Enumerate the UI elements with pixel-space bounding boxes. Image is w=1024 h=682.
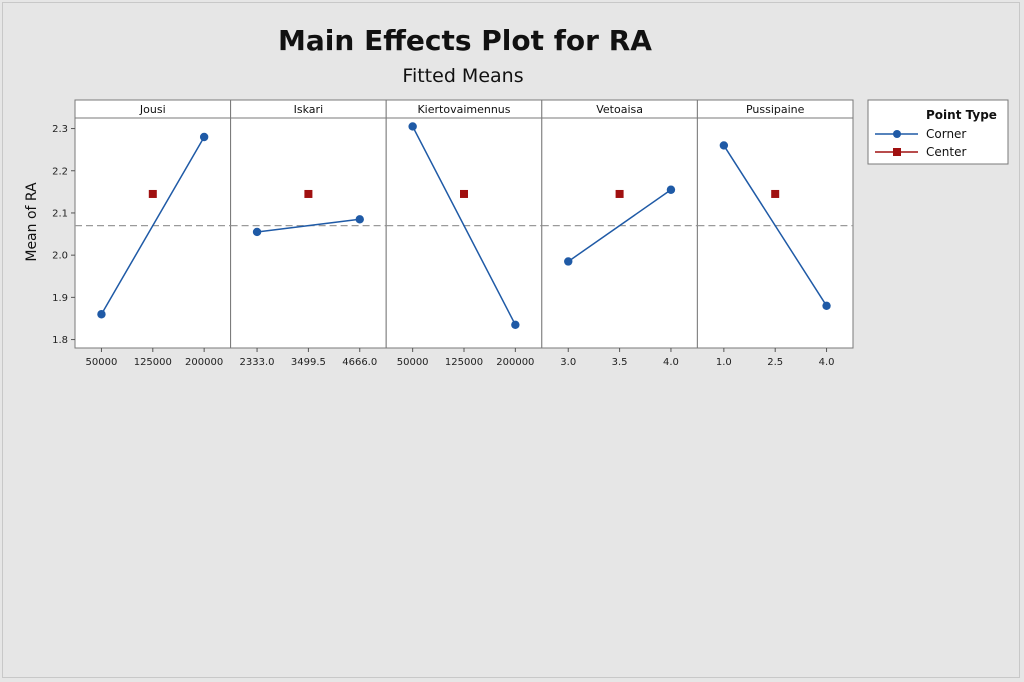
center-point	[615, 189, 624, 198]
y-tick-label: 1.8	[52, 335, 68, 346]
corner-point	[199, 132, 209, 142]
corner-point	[564, 257, 573, 266]
panel-strip-label: Jousi	[139, 103, 166, 116]
legend-box	[867, 99, 1009, 165]
x-tick-label: 2.5	[767, 357, 783, 368]
plot-layer: Jousi 50000 125000 200000 Iskari 2333.0 3499.5…	[52, 99, 854, 368]
y-tick-label: 2.3	[52, 124, 68, 135]
corner-point	[666, 185, 676, 194]
panel-plot-area	[696, 117, 854, 349]
y-tick-label: 2.1	[52, 208, 68, 219]
center-point	[771, 189, 780, 198]
x-tick-label: 4666.0	[342, 357, 377, 368]
x-tick-label: 2333.0	[240, 357, 275, 368]
corner-series-line	[723, 145, 828, 307]
panel-strip	[696, 99, 854, 119]
y-tick-label: 1.9	[52, 293, 68, 304]
y-tick-label: 2.2	[52, 166, 68, 177]
chart-title: Main Effects Plot for RA	[278, 24, 652, 57]
corner-point	[822, 301, 831, 310]
x-tick-label: 125000	[134, 357, 172, 368]
center-point	[460, 189, 468, 198]
center-point	[304, 189, 313, 198]
legend-corner-label: Corner	[926, 127, 966, 141]
corner-point	[408, 122, 417, 131]
x-tick-label: 125000	[445, 357, 483, 368]
panel-plot-area	[541, 117, 698, 349]
corner-point	[719, 141, 729, 150]
panel-strip-label: Pussipaine	[746, 103, 805, 116]
y-tick-label: 2.0	[52, 251, 68, 262]
x-tick-label: 3499.5	[291, 357, 326, 368]
panel-strip-label: Iskari	[294, 103, 323, 116]
corner-point	[252, 227, 262, 237]
legend: Point Type Corner Center	[867, 99, 1009, 165]
x-tick-label: 4.0	[819, 357, 835, 368]
x-tick-label: 200000	[496, 357, 534, 368]
corner-series-line	[411, 126, 517, 326]
x-tick-label: 50000	[86, 357, 118, 368]
x-tick-label: 50000	[397, 357, 429, 368]
center-point	[148, 189, 157, 198]
chart-subtitle: Fitted Means	[402, 65, 523, 87]
x-tick-label: 200000	[185, 357, 223, 368]
panel-strip-label: Kiertovaimennus	[417, 103, 510, 116]
y-axis-label: Mean of RA	[24, 182, 40, 262]
corner-series-line	[567, 189, 672, 263]
panel-strip-label: Vetoaisa	[596, 103, 643, 116]
x-tick-label: 1.0	[716, 357, 732, 368]
x-tick-label: 4.0	[663, 357, 679, 368]
panel-plot-area	[385, 117, 543, 349]
corner-series-line	[256, 218, 360, 233]
corner-point	[97, 310, 106, 319]
corner-point	[355, 215, 364, 224]
corner-point	[511, 320, 520, 329]
corner-series-line	[100, 136, 205, 315]
x-tick-label: 3.5	[612, 357, 628, 368]
legend-title: Point Type	[926, 108, 997, 122]
legend-center-marker	[893, 148, 901, 156]
x-tick-label: 3.0	[560, 357, 576, 368]
legend-corner-marker	[893, 130, 901, 138]
legend-center-label: Center	[926, 145, 966, 159]
